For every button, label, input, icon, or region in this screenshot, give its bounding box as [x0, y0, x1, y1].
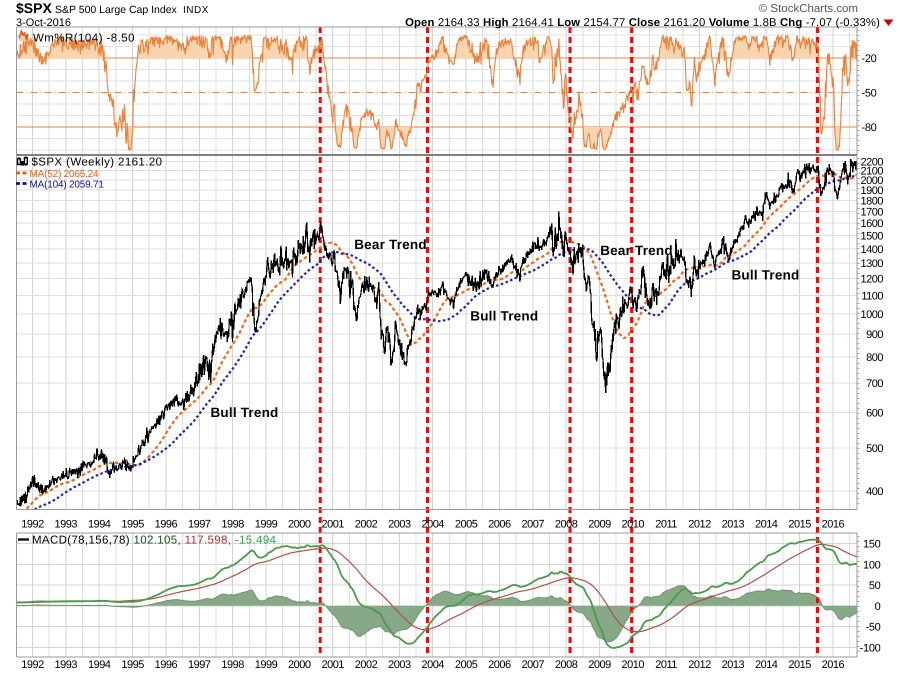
svg-text:MACD(78,156,78) 102.105, 117.5: MACD(78,156,78) 102.105, 117.598, -15.49…: [32, 535, 277, 547]
svg-text:2013: 2013: [722, 519, 745, 531]
svg-text:1997: 1997: [188, 519, 211, 531]
svg-text:2016: 2016: [822, 659, 845, 671]
svg-text:2012: 2012: [688, 519, 711, 531]
svg-text:2009: 2009: [588, 659, 611, 671]
svg-text:-20: -20: [862, 53, 877, 65]
svg-text:-50: -50: [866, 622, 881, 634]
svg-text:1998: 1998: [221, 659, 244, 671]
svg-text:3-Oct-2016: 3-Oct-2016: [16, 17, 71, 29]
svg-text:1200: 1200: [861, 274, 884, 286]
svg-text:400: 400: [866, 486, 883, 498]
svg-text:INDX: INDX: [183, 5, 209, 16]
svg-text:Bear Trend: Bear Trend: [600, 243, 673, 258]
svg-text:Wm%R(104) -8.50: Wm%R(104) -8.50: [33, 33, 135, 45]
svg-text:1998: 1998: [221, 519, 244, 531]
svg-text:1500: 1500: [861, 231, 884, 243]
svg-text:1300: 1300: [861, 258, 884, 270]
svg-text:-50: -50: [862, 88, 877, 100]
svg-text:900: 900: [866, 329, 883, 341]
svg-text:2000: 2000: [288, 659, 311, 671]
svg-text:2012: 2012: [688, 659, 711, 671]
svg-text:2100: 2100: [861, 166, 884, 178]
svg-text:2007: 2007: [522, 519, 545, 531]
svg-text:1000: 1000: [861, 309, 884, 321]
svg-text:2016: 2016: [822, 519, 845, 531]
svg-text:0: 0: [875, 601, 881, 613]
svg-text:2002: 2002: [355, 519, 378, 531]
svg-text:1994: 1994: [88, 519, 111, 531]
svg-text:1992: 1992: [21, 519, 44, 531]
svg-text:2011: 2011: [655, 519, 677, 531]
svg-text:700: 700: [866, 378, 883, 390]
svg-text:1999: 1999: [255, 659, 278, 671]
svg-text:2007: 2007: [522, 659, 545, 671]
svg-text:2011: 2011: [655, 659, 677, 671]
svg-text:1800: 1800: [861, 195, 884, 207]
svg-text:2003: 2003: [388, 659, 411, 671]
svg-text:150: 150: [863, 539, 881, 551]
svg-text:2015: 2015: [788, 659, 811, 671]
svg-text:2014: 2014: [755, 519, 778, 531]
svg-text:1996: 1996: [155, 519, 178, 531]
svg-text:2010: 2010: [622, 659, 645, 671]
svg-text:2001: 2001: [321, 659, 344, 671]
svg-text:S&P 500 Large Cap Index: S&P 500 Large Cap Index: [55, 4, 178, 16]
svg-text:2001: 2001: [321, 519, 344, 531]
svg-text:1995: 1995: [121, 519, 144, 531]
svg-text:$SPX: $SPX: [16, 0, 52, 16]
svg-text:500: 500: [866, 443, 883, 455]
svg-text:Bull Trend: Bull Trend: [210, 405, 278, 420]
svg-text:2015: 2015: [788, 519, 811, 531]
svg-text:Bear Trend: Bear Trend: [354, 237, 427, 252]
svg-text:Open 2164.33 High 2164.41 Low: Open 2164.33 High 2164.41 Low 2154.77 Cl…: [405, 17, 880, 29]
svg-text:600: 600: [866, 408, 883, 420]
svg-text:2000: 2000: [288, 519, 311, 531]
svg-text:1993: 1993: [55, 659, 78, 671]
svg-text:1994: 1994: [88, 659, 111, 671]
svg-text:2006: 2006: [488, 659, 511, 671]
svg-text:MA(104) 2059.71: MA(104) 2059.71: [30, 180, 105, 191]
svg-text:1900: 1900: [861, 185, 884, 197]
svg-text:1600: 1600: [861, 218, 884, 230]
svg-text:Bull Trend: Bull Trend: [731, 268, 799, 283]
svg-text:100: 100: [863, 559, 881, 571]
svg-text:2008: 2008: [555, 519, 578, 531]
svg-text:-80: -80: [862, 122, 877, 134]
svg-text:2005: 2005: [455, 519, 478, 531]
svg-text:1100: 1100: [861, 291, 883, 303]
svg-text:1996: 1996: [155, 659, 178, 671]
svg-text:2014: 2014: [755, 659, 778, 671]
svg-text:1999: 1999: [255, 519, 278, 531]
svg-text:1400: 1400: [861, 244, 884, 256]
svg-text:1995: 1995: [121, 659, 144, 671]
svg-text:2003: 2003: [388, 519, 411, 531]
svg-text:1997: 1997: [188, 659, 211, 671]
svg-text:2004: 2004: [421, 519, 444, 531]
svg-text:2013: 2013: [722, 659, 745, 671]
svg-text:2005: 2005: [455, 659, 478, 671]
svg-text:2002: 2002: [355, 659, 378, 671]
svg-text:2200: 2200: [861, 157, 884, 169]
svg-text:$SPX (Weekly) 2161.20: $SPX (Weekly) 2161.20: [32, 157, 163, 169]
svg-text:2006: 2006: [488, 519, 511, 531]
svg-text:Bull Trend: Bull Trend: [470, 309, 538, 324]
svg-text:800: 800: [866, 352, 883, 364]
svg-text:50: 50: [869, 580, 881, 592]
svg-text:1700: 1700: [861, 206, 884, 218]
svg-text:2004: 2004: [421, 659, 444, 671]
svg-text:1993: 1993: [55, 519, 78, 531]
svg-text:1992: 1992: [21, 659, 44, 671]
svg-text:© StockCharts.com: © StockCharts.com: [759, 3, 858, 15]
svg-text:2000: 2000: [861, 175, 884, 187]
svg-text:-100: -100: [860, 642, 881, 654]
svg-text:MA(52) 2065.24: MA(52) 2065.24: [30, 169, 100, 180]
svg-text:2008: 2008: [555, 659, 578, 671]
svg-text:2010: 2010: [622, 519, 645, 531]
svg-text:2009: 2009: [588, 519, 611, 531]
